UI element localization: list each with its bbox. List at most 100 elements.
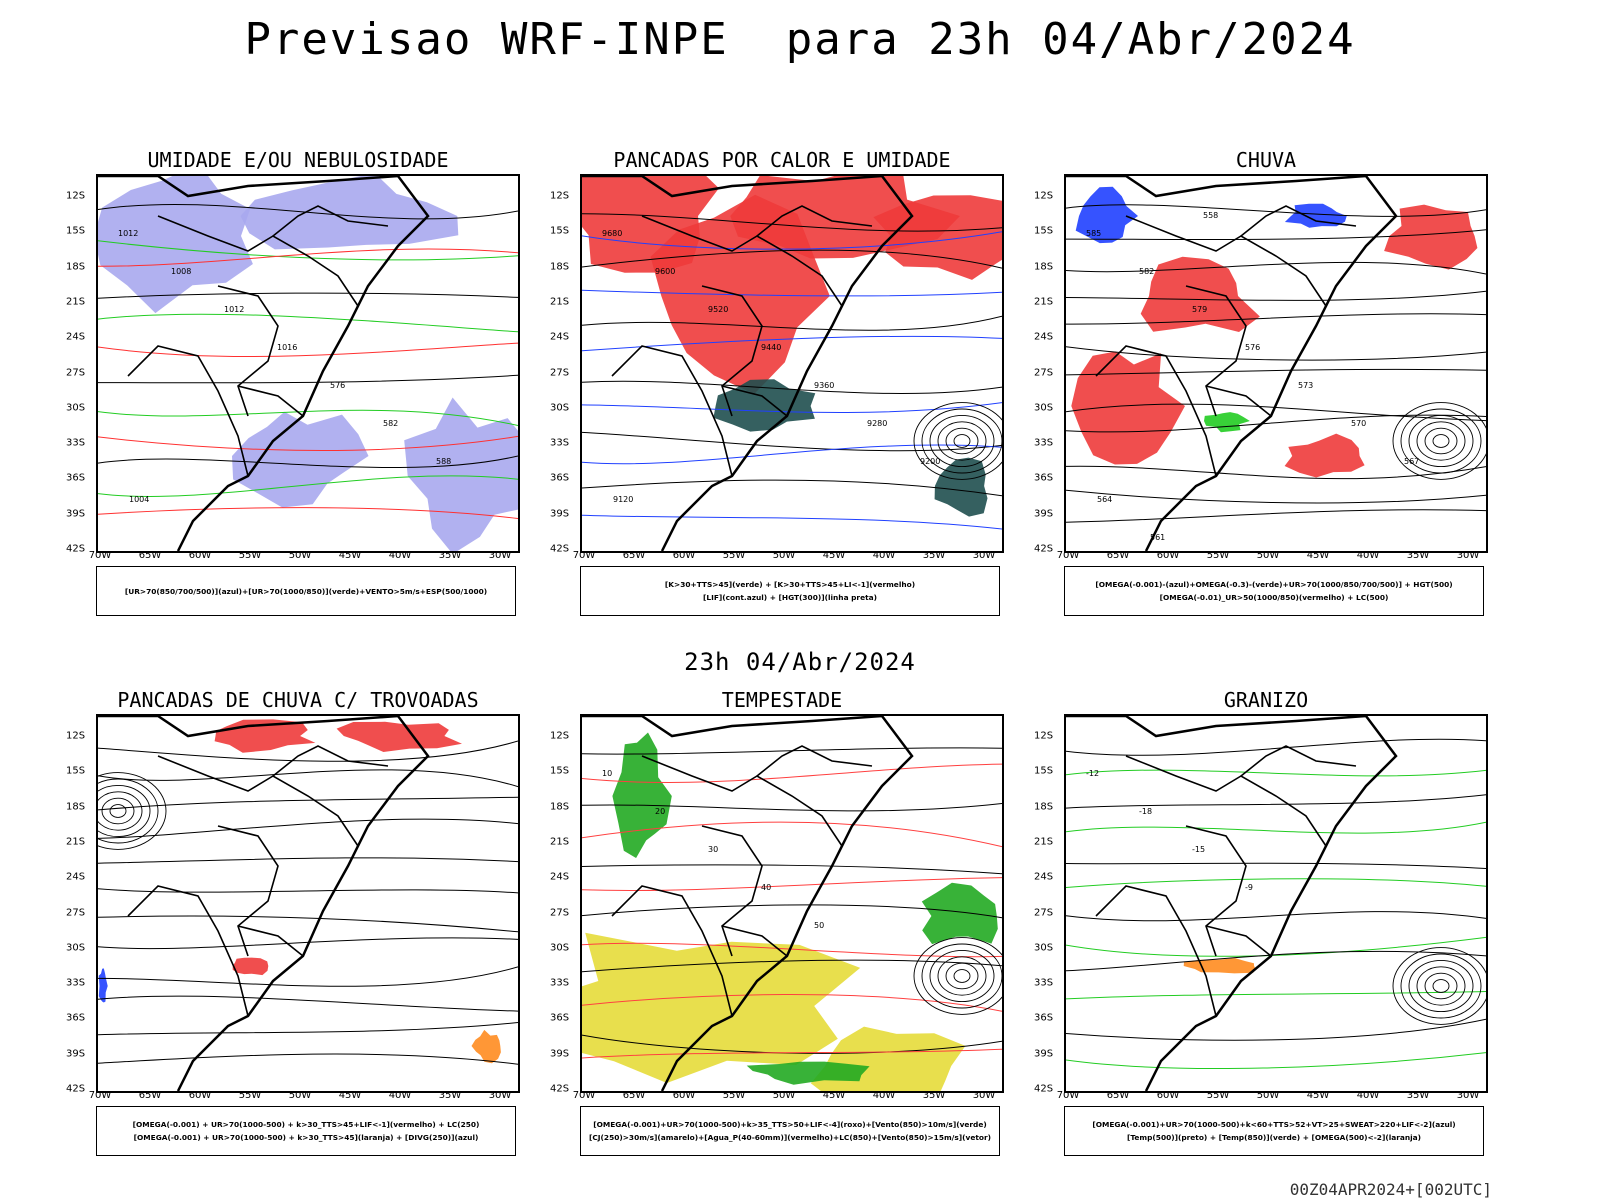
contour-label: 567 — [1404, 457, 1419, 466]
lon-tick-label: 60W — [1156, 1090, 1180, 1101]
contour-label: 576 — [1245, 343, 1260, 352]
lat-tick-label: 36S — [1034, 1012, 1054, 1024]
contour-line — [582, 803, 1002, 812]
contour-line — [98, 818, 518, 839]
lat-tick-label: 18S — [66, 261, 86, 273]
state-border — [611, 885, 733, 1017]
lat-tick-label: 27S — [66, 907, 86, 918]
lat-tick-label: 15S — [1034, 765, 1054, 777]
contour-line — [1066, 261, 1486, 275]
contour-label: 1008 — [171, 267, 191, 276]
contour-label: 558 — [1203, 211, 1218, 220]
lat-tick-label: 42S — [66, 1083, 86, 1095]
contour-line — [98, 342, 518, 357]
shaded-area — [232, 957, 269, 976]
contour-label: 579 — [1192, 305, 1207, 314]
contour-label: 40 — [761, 883, 771, 892]
map-canvas: 1012 1008 1012 1016 576 582 588 1004 — [98, 176, 518, 551]
lon-tick-label: 70W — [88, 1090, 112, 1101]
contour-line — [1066, 204, 1486, 217]
low-pressure-ring — [937, 956, 987, 996]
state-border — [237, 385, 304, 417]
shaded-area — [1284, 433, 1365, 478]
contour-line — [1066, 738, 1486, 756]
lat-tick-label: 39S — [1034, 508, 1054, 520]
low-pressure-ring — [913, 402, 1002, 480]
lon-tick-label: 30W — [972, 550, 996, 561]
contour-line — [582, 904, 1002, 919]
lat-tick-label: 42S — [1034, 1083, 1054, 1095]
contour-line — [1066, 862, 1486, 869]
state-border — [641, 755, 843, 847]
lat-tick-label: 39S — [1034, 1048, 1054, 1060]
lon-tick-label: 45W — [1306, 1090, 1330, 1101]
contour-label: 50 — [814, 921, 824, 930]
low-pressure-ring — [1416, 421, 1466, 461]
forecast-time-label: 23h 04/Abr/2024 — [684, 648, 916, 676]
contour-line — [1066, 290, 1486, 301]
state-border — [1125, 755, 1327, 847]
shaded-area — [1284, 203, 1347, 228]
lat-tick-label: 36S — [66, 472, 86, 484]
lon-tick-label: 50W — [1256, 550, 1280, 561]
lat-tick-label: 12S — [66, 730, 86, 742]
lat-tick-label: 36S — [550, 1012, 570, 1024]
contour-line — [582, 444, 1002, 465]
contour-line — [1066, 489, 1486, 504]
lat-tick-label: 15S — [550, 225, 570, 237]
lat-tick-label: 39S — [550, 508, 570, 520]
coastline — [1066, 716, 1398, 1091]
low-pressure-ring — [921, 408, 1002, 474]
low-pressure-ring — [945, 962, 979, 990]
lat-tick-label: 33S — [1034, 977, 1054, 989]
contour-line — [1066, 509, 1486, 523]
lat-tick-label: 15S — [550, 765, 570, 777]
contour-label: -9 — [1245, 883, 1253, 892]
lat-tick-label: 12S — [1034, 730, 1054, 742]
lon-tick-label: 70W — [1056, 1090, 1080, 1101]
lat-tick-label: 30S — [550, 942, 570, 954]
contour-label: -12 — [1086, 769, 1099, 778]
shaded-area — [1183, 958, 1256, 974]
contour-line — [98, 740, 518, 762]
state-border — [1185, 825, 1247, 957]
contour-label: 9200 — [920, 457, 940, 466]
lat-tick-label: 12S — [66, 190, 86, 202]
lon-tick-label: 40W — [1356, 1090, 1380, 1101]
contour-line — [582, 994, 1002, 1012]
lat-tick-label: 42S — [1034, 543, 1054, 555]
lon-tick-label: 40W — [388, 1090, 412, 1101]
lon-tick-label: 50W — [1256, 1090, 1280, 1101]
state-border — [1205, 925, 1272, 957]
state-border — [217, 285, 279, 417]
state-border — [1240, 745, 1357, 777]
lat-tick-label: 21S — [66, 836, 86, 848]
shaded-area — [232, 411, 369, 508]
contour-line — [1066, 911, 1486, 922]
contour-line — [582, 864, 1002, 875]
low-pressure-ring — [937, 421, 987, 461]
contour-line — [1066, 368, 1486, 376]
legend-line: [OMEGA(-0.01)_UR>50(1000/850)(vermelho) … — [1159, 593, 1389, 602]
lon-tick-label: 30W — [488, 1090, 512, 1101]
lat-tick-label: 15S — [1034, 225, 1054, 237]
weather-map: 9680 9600 9520 9440 9360 9280 9200 9120 — [580, 174, 1004, 553]
lon-tick-label: 65W — [138, 1090, 162, 1101]
lon-tick-label: 40W — [1356, 550, 1380, 561]
lon-tick-label: 50W — [772, 1090, 796, 1101]
state-border — [127, 885, 249, 1017]
contour-line — [98, 248, 518, 267]
low-pressure-ring — [945, 427, 979, 455]
lat-tick-label: 33S — [550, 977, 570, 989]
low-pressure-ring — [98, 772, 167, 850]
shaded-area — [404, 397, 518, 551]
weather-map: 1012 1008 1012 1016 576 582 588 1004 — [96, 174, 520, 553]
shaded-area — [1384, 204, 1478, 270]
lat-tick-label: 27S — [1034, 367, 1054, 378]
low-pressure-ring — [913, 937, 1002, 1015]
run-timestamp: 00Z04APR2024+[002UTC] — [1289, 1180, 1492, 1199]
lat-tick-label: 24S — [66, 871, 86, 883]
map-legend: [OMEGA(-0.001)-(azul)+OMEGA(-0.3)-(verde… — [1064, 566, 1484, 616]
panel-title: GRANIZO — [1223, 688, 1309, 712]
lat-tick-label: 24S — [550, 871, 570, 883]
